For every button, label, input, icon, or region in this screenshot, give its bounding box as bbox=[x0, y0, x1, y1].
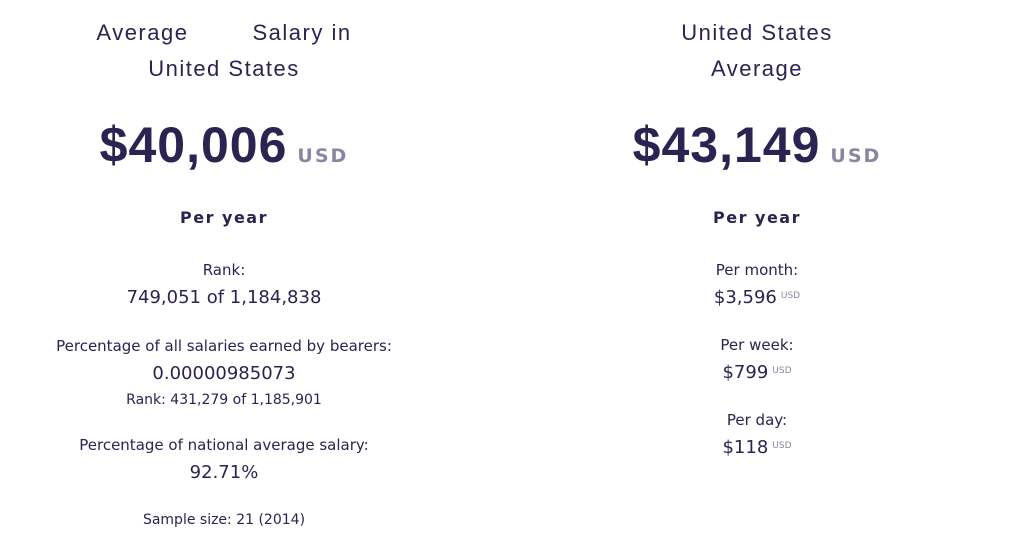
currency: USD bbox=[297, 145, 349, 167]
value-row: $118 USD bbox=[517, 437, 997, 458]
title-line: Average bbox=[710, 56, 804, 81]
label: Percentage of national average salary: bbox=[79, 436, 369, 454]
period: Per year bbox=[712, 208, 801, 227]
label: Per month: bbox=[715, 261, 799, 279]
label: Rank: bbox=[202, 261, 246, 279]
label: Percentage of all salaries earned by bea… bbox=[56, 337, 392, 355]
currency: USD bbox=[772, 366, 792, 376]
value: 749,051 of 1,184,838 bbox=[126, 287, 322, 308]
label: Per day: bbox=[726, 411, 788, 429]
currency: USD bbox=[780, 291, 801, 301]
value: 92.71% bbox=[189, 462, 259, 483]
value: $118 bbox=[722, 437, 769, 458]
value-row: $799 USD bbox=[517, 362, 997, 383]
value: $3,596 bbox=[713, 287, 777, 308]
value: 0.00000985073 bbox=[152, 363, 296, 384]
label: Per week: bbox=[720, 336, 794, 354]
title-line: United States bbox=[681, 20, 833, 45]
title-line: United States bbox=[148, 56, 300, 81]
title-word: Salary in bbox=[252, 20, 352, 45]
currency: USD bbox=[772, 441, 792, 451]
value-row: $3,596 USD bbox=[517, 287, 997, 308]
sub-value: Rank: 431,279 of 1,185,901 bbox=[126, 392, 322, 408]
amount: $43,149 bbox=[632, 117, 821, 173]
title-word: Average bbox=[96, 20, 189, 45]
currency: USD bbox=[830, 145, 882, 167]
period: Per year bbox=[179, 208, 268, 227]
value: $799 bbox=[722, 362, 769, 383]
sample-size: Sample size: 21 (2014) bbox=[142, 512, 306, 528]
amount: $40,006 bbox=[99, 117, 288, 173]
